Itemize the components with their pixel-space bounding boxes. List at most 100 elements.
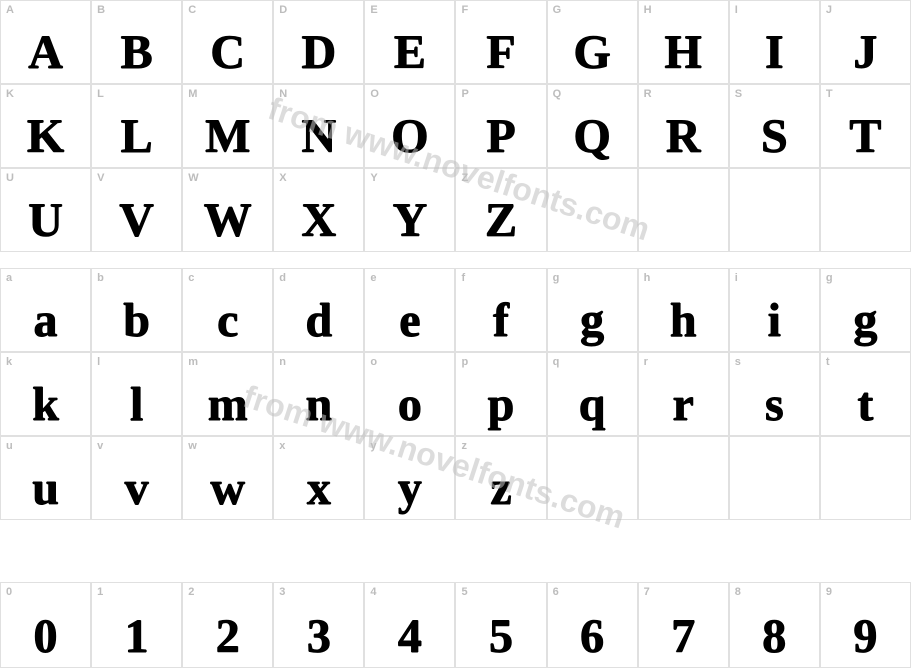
glyph-cell: qq xyxy=(547,352,638,436)
digits-grid: 00112233445566778899 xyxy=(0,582,911,668)
cell-glyph: W xyxy=(204,197,252,245)
glyph-cell: xx xyxy=(273,436,364,520)
cell-glyph: P xyxy=(486,113,515,161)
glyph-cell: gg xyxy=(547,268,638,352)
cell-label: r xyxy=(644,356,648,368)
cell-label: m xyxy=(188,356,198,368)
glyph-cell: ee xyxy=(364,268,455,352)
cell-label: d xyxy=(279,272,286,284)
cell-glyph: 1 xyxy=(125,613,149,661)
cell-glyph: B xyxy=(121,29,153,77)
glyph-cell: II xyxy=(729,0,820,84)
glyph-cell xyxy=(820,168,911,252)
glyph-cell: 11 xyxy=(91,582,182,668)
glyph-cell: MM xyxy=(182,84,273,168)
glyph-cell: EE xyxy=(364,0,455,84)
glyph-cell: dd xyxy=(273,268,364,352)
cell-glyph: D xyxy=(301,29,336,77)
glyph-cell: YY xyxy=(364,168,455,252)
glyph-cell: HH xyxy=(638,0,729,84)
glyph-cell: TT xyxy=(820,84,911,168)
cell-label: 1 xyxy=(97,586,103,598)
cell-label: 2 xyxy=(188,586,194,598)
cell-glyph: a xyxy=(34,297,58,345)
cell-glyph: p xyxy=(488,381,515,429)
glyph-cell: bb xyxy=(91,268,182,352)
glyph-cell: WW xyxy=(182,168,273,252)
glyph-cell: tt xyxy=(820,352,911,436)
cell-glyph: M xyxy=(205,113,250,161)
cell-glyph: c xyxy=(217,297,238,345)
cell-glyph: v xyxy=(125,465,149,513)
cell-label: E xyxy=(370,4,377,16)
cell-label: K xyxy=(6,88,14,100)
glyph-cell: pp xyxy=(455,352,546,436)
cell-label: f xyxy=(461,272,465,284)
cell-glyph: s xyxy=(765,381,784,429)
glyph-cell xyxy=(729,168,820,252)
glyph-cell: SS xyxy=(729,84,820,168)
glyph-cell: kk xyxy=(0,352,91,436)
cell-label: N xyxy=(279,88,287,100)
cell-glyph: b xyxy=(123,297,150,345)
cell-glyph: 7 xyxy=(671,613,695,661)
glyph-cell: CC xyxy=(182,0,273,84)
cell-glyph: S xyxy=(761,113,788,161)
glyph-cell: 99 xyxy=(820,582,911,668)
cell-label: 3 xyxy=(279,586,285,598)
cell-glyph: u xyxy=(32,465,59,513)
cell-glyph: o xyxy=(398,381,422,429)
cell-label: Y xyxy=(370,172,377,184)
cell-glyph: 5 xyxy=(489,613,513,661)
glyph-cell: ff xyxy=(455,268,546,352)
cell-glyph: Z xyxy=(485,197,517,245)
cell-label: 0 xyxy=(6,586,12,598)
cell-glyph: K xyxy=(27,113,64,161)
cell-glyph: f xyxy=(493,297,509,345)
glyph-cell: ss xyxy=(729,352,820,436)
cell-glyph: O xyxy=(391,113,428,161)
cell-label: W xyxy=(188,172,198,184)
glyph-cell: QQ xyxy=(547,84,638,168)
cell-glyph: G xyxy=(573,29,610,77)
cell-glyph: J xyxy=(853,29,877,77)
cell-glyph: 0 xyxy=(34,613,58,661)
cell-glyph: 9 xyxy=(853,613,877,661)
cell-label: c xyxy=(188,272,194,284)
cell-label: z xyxy=(461,440,467,452)
cell-glyph: R xyxy=(666,113,701,161)
cell-glyph: l xyxy=(130,381,143,429)
cell-glyph: z xyxy=(490,465,511,513)
cell-label: B xyxy=(97,4,105,16)
glyph-cell: hh xyxy=(638,268,729,352)
cell-label: X xyxy=(279,172,286,184)
glyph-cell: 55 xyxy=(455,582,546,668)
glyph-cell: ll xyxy=(91,352,182,436)
glyph-cell: gg xyxy=(820,268,911,352)
cell-glyph: I xyxy=(765,29,784,77)
glyph-cell: rr xyxy=(638,352,729,436)
glyph-cell: OO xyxy=(364,84,455,168)
cell-glyph: k xyxy=(32,381,59,429)
cell-glyph: C xyxy=(210,29,245,77)
cell-glyph: i xyxy=(768,297,781,345)
glyph-cell: ZZ xyxy=(455,168,546,252)
cell-label: O xyxy=(370,88,379,100)
cell-glyph: g xyxy=(853,297,877,345)
cell-label: S xyxy=(735,88,742,100)
glyph-cell: vv xyxy=(91,436,182,520)
cell-label: T xyxy=(826,88,833,100)
glyph-cell: GG xyxy=(547,0,638,84)
cell-glyph: X xyxy=(301,197,336,245)
cell-glyph: N xyxy=(301,113,336,161)
cell-label: g xyxy=(826,272,833,284)
glyph-cell: nn xyxy=(273,352,364,436)
cell-glyph: T xyxy=(849,113,881,161)
cell-glyph: q xyxy=(579,381,606,429)
cell-glyph: E xyxy=(394,29,426,77)
uppercase-grid: AABBCCDDEEFFGGHHIIJJKKLLMMNNOOPPQQRRSSTT… xyxy=(0,0,911,252)
glyph-cell: mm xyxy=(182,352,273,436)
cell-glyph: 8 xyxy=(762,613,786,661)
glyph-cell: 77 xyxy=(638,582,729,668)
cell-label: M xyxy=(188,88,197,100)
